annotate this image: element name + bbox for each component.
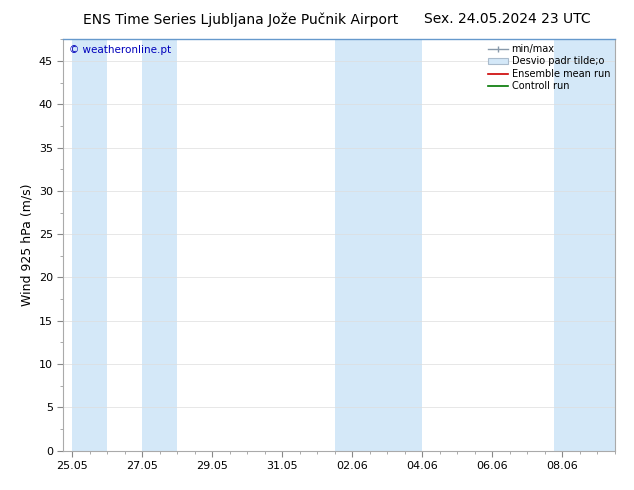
Text: Sex. 24.05.2024 23 UTC: Sex. 24.05.2024 23 UTC [424,12,590,26]
Bar [553,39,615,451]
Legend: min/max, Desvio padr tilde;o, Ensemble mean run, Controll run: min/max, Desvio padr tilde;o, Ensemble m… [486,42,612,93]
Text: ENS Time Series Ljubljana Jože Pučnik Airport: ENS Time Series Ljubljana Jože Pučnik Ai… [83,12,399,27]
Text: © weatheronline.pt: © weatheronline.pt [69,46,171,55]
Bar [387,39,422,451]
Y-axis label: Wind 925 hPa (m/s): Wind 925 hPa (m/s) [20,184,34,306]
Bar [335,39,387,451]
Bar [142,39,178,451]
Bar [72,39,107,451]
